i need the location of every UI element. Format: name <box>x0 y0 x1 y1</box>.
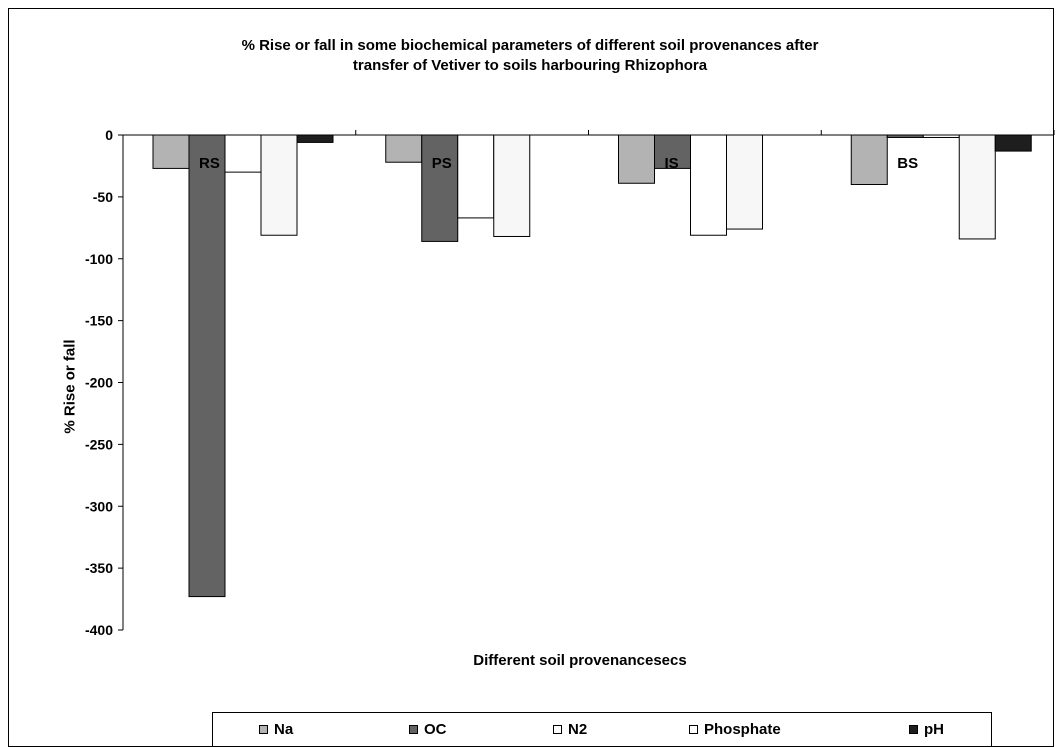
legend-item-ph: pH <box>909 721 944 738</box>
y-axis-label: % Rise or fall <box>61 339 79 434</box>
y-tick-label: -350 <box>85 560 113 576</box>
bar-ph-bs <box>994 134 1032 152</box>
chart-frame <box>8 8 1054 747</box>
legend-label-phosphate: Phosphate <box>704 721 781 738</box>
x-axis-label: Different soil provenancesecs <box>473 652 687 669</box>
y-tick-label: 0 <box>105 127 113 143</box>
y-tick-label: -50 <box>93 189 113 205</box>
legend-swatch-oc <box>409 725 418 734</box>
legend-swatch-ph <box>909 725 918 734</box>
legend-item-na: Na <box>259 721 293 738</box>
bar-phosphate-is <box>726 134 763 230</box>
category-label-is: IS <box>665 155 679 172</box>
y-tick-label: -100 <box>85 251 113 267</box>
legend-label-ph: pH <box>924 721 944 738</box>
bar-na-is <box>618 134 655 184</box>
bar-oc-ps <box>421 134 459 242</box>
bar-na-bs <box>850 134 888 185</box>
bar-n2-rs <box>224 134 262 173</box>
bar-n2-ps <box>457 134 495 219</box>
legend-item-phosphate: Phosphate <box>689 721 781 738</box>
legend-item-oc: OC <box>409 721 447 738</box>
y-tick-label: -200 <box>85 375 113 391</box>
bar-phosphate-ps <box>493 134 531 237</box>
legend-label-na: Na <box>274 721 294 738</box>
legend-label-n2: N2 <box>568 721 588 738</box>
bar-phosphate-rs <box>260 134 298 236</box>
legend: Na OC N2 Phosphate pH <box>212 712 992 747</box>
category-label-rs: RS <box>199 155 220 172</box>
y-tick-label: -250 <box>85 436 113 452</box>
legend-swatch-na <box>259 725 268 734</box>
bar-n2-is <box>690 134 727 236</box>
bar-ph-rs <box>296 134 334 143</box>
category-label-bs: BS <box>897 155 918 172</box>
legend-item-n2: N2 <box>553 721 587 738</box>
chart-title-line1: % Rise or fall in some biochemical param… <box>241 37 819 54</box>
y-tick-label: -150 <box>85 313 113 329</box>
bar-oc-rs <box>188 134 226 598</box>
legend-swatch-n2 <box>553 725 562 734</box>
legend-swatch-phosphate <box>689 725 698 734</box>
legend-label-oc: OC <box>424 721 447 738</box>
chart-title-line2: transfer of Vetiver to soils harbouring … <box>352 57 708 74</box>
bar-na-ps <box>385 134 423 163</box>
category-label-ps: PS <box>432 155 452 172</box>
bar-na-rs <box>152 134 190 169</box>
y-tick-label: -400 <box>85 622 113 638</box>
bar-phosphate-bs <box>958 134 996 240</box>
y-tick-label: -300 <box>85 498 113 514</box>
